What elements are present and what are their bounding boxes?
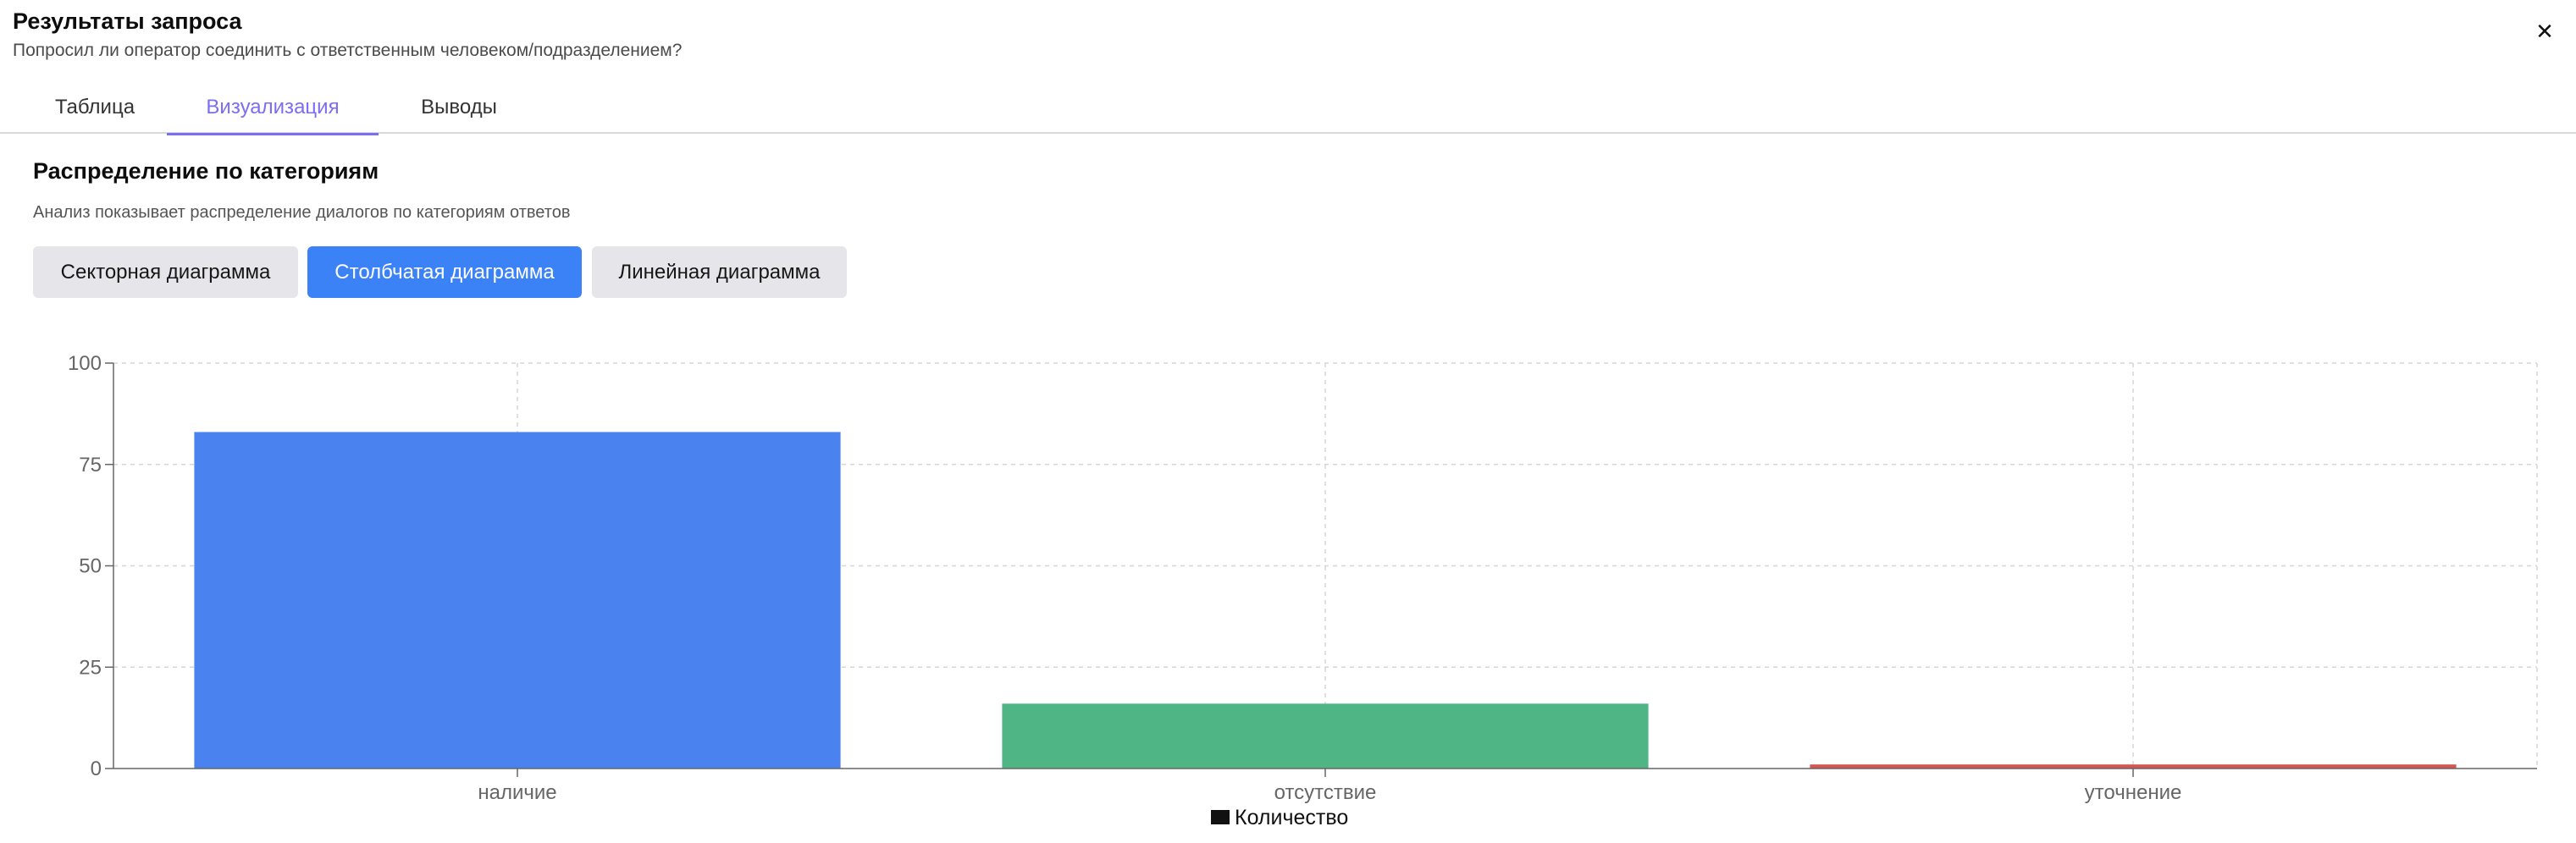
legend-swatch: [1211, 810, 1230, 824]
section-description: Анализ показывает распределение диалогов…: [33, 203, 571, 222]
x-tick-label: уточнение: [2085, 781, 2182, 804]
line-chart-button[interactable]: Линейная диаграмма: [592, 246, 847, 298]
tab-visualization[interactable]: Визуализация: [167, 81, 379, 135]
tab-conclusions[interactable]: Выводы: [421, 96, 497, 118]
tab-table[interactable]: Таблица: [54, 96, 135, 118]
dialog-title: Результаты запроса: [13, 8, 242, 34]
bar-3: [1810, 764, 2457, 769]
bar-chart-button[interactable]: Столбчатая диаграмма: [307, 246, 582, 298]
y-tick-label: 75: [79, 454, 102, 477]
y-tick-label: 50: [79, 555, 102, 578]
y-tick-label: 100: [68, 352, 102, 375]
dialog-subtitle: Попросил ли оператор соединить с ответст…: [13, 41, 683, 60]
bar-2: [1002, 703, 1649, 769]
bar-1: [194, 432, 841, 769]
y-tick-label: 25: [79, 656, 102, 679]
x-tick-label: отсутствие: [1274, 781, 1377, 804]
x-tick-label: наличие: [478, 781, 556, 804]
section-title: Распределение по категориям: [33, 158, 379, 184]
close-icon[interactable]: ✕: [2535, 19, 2554, 44]
tab-bar: Таблица Визуализация Выводы: [0, 81, 2576, 135]
pie-chart-button[interactable]: Секторная диаграмма: [33, 246, 298, 298]
bar-chart: 0 25 50 75 100 наличие отсутствие уточнение Коли…: [68, 352, 2538, 829]
y-tick-label: 0: [91, 758, 102, 780]
legend-label: Количество: [1235, 806, 1348, 829]
